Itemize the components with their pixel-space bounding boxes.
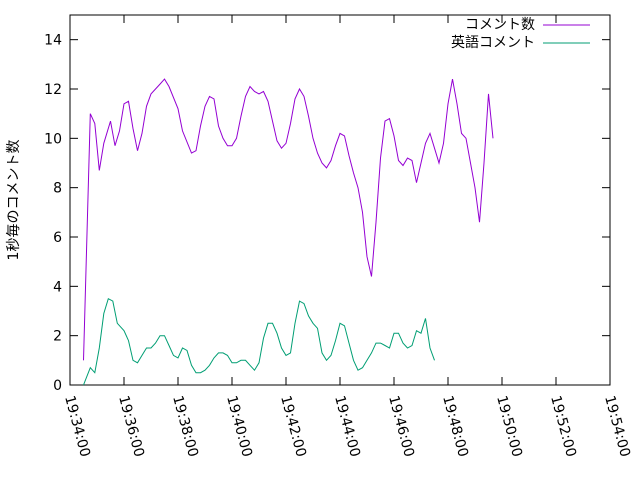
series-line-1 [83,297,435,386]
x-tick-label: 19:34:00 [61,394,93,459]
x-tick-label: 19:50:00 [493,394,525,459]
x-tick-label: 19:54:00 [601,394,633,459]
y-tick-label: 14 [44,33,62,49]
x-tick-label: 19:38:00 [169,394,201,459]
y-tick-label: 10 [44,131,62,147]
x-tick-label: 19:42:00 [277,394,309,459]
legend-label-1: 英語コメント [451,34,535,51]
series-line-0 [83,78,494,361]
legend: コメント数 英語コメント [451,17,590,51]
y-tick-label: 4 [53,279,62,295]
x-tick-label: 19:46:00 [385,394,417,459]
x-axis: 19:34:00 19:36:00 19:38:00 19:40:00 19:42:00… [61,15,633,459]
series-layer [83,78,494,386]
x-tick-label: 19:36:00 [115,394,147,459]
x-tick-label: 19:48:00 [439,394,471,459]
x-tick-label: 19:52:00 [547,394,579,459]
y-tick-label: 0 [53,378,62,394]
plot-area-border [69,14,611,386]
y-tick-label: 8 [53,181,62,197]
x-tick-label: 19:44:00 [331,394,363,459]
y-axis-label: 1秒毎のコメント数 [6,140,22,261]
y-axis: 0 2 4 6 8 10 12 14 [44,33,610,394]
y-tick-label: 12 [44,82,62,98]
x-tick-label: 19:40:00 [223,394,255,459]
y-tick-label: 6 [53,230,62,246]
legend-label-0: コメント数 [465,17,535,33]
y-tick-label: 2 [53,329,62,345]
